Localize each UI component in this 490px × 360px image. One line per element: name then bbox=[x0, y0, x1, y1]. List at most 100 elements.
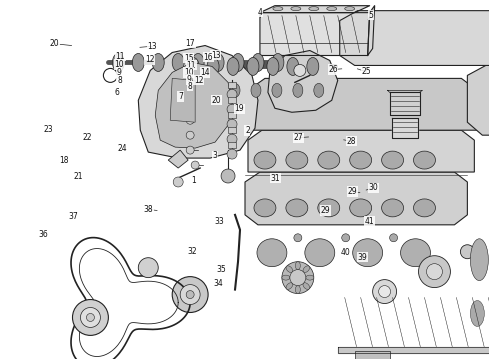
Circle shape bbox=[227, 134, 237, 144]
Ellipse shape bbox=[286, 199, 308, 217]
Bar bbox=[355, 351, 390, 359]
Ellipse shape bbox=[353, 239, 383, 267]
Bar bbox=[228, 112, 236, 118]
Ellipse shape bbox=[303, 283, 310, 289]
Text: 12: 12 bbox=[145, 55, 154, 64]
Text: 27: 27 bbox=[294, 133, 304, 142]
Text: 3: 3 bbox=[212, 151, 217, 160]
Text: 9: 9 bbox=[186, 75, 191, 84]
Ellipse shape bbox=[187, 58, 199, 75]
Ellipse shape bbox=[207, 58, 219, 75]
Text: 11: 11 bbox=[116, 52, 125, 61]
Ellipse shape bbox=[282, 275, 290, 280]
Ellipse shape bbox=[470, 301, 484, 327]
Ellipse shape bbox=[293, 84, 303, 97]
Polygon shape bbox=[168, 150, 188, 168]
Circle shape bbox=[372, 280, 396, 303]
Ellipse shape bbox=[112, 54, 124, 71]
Polygon shape bbox=[388, 90, 422, 92]
Circle shape bbox=[390, 234, 397, 242]
Polygon shape bbox=[368, 6, 375, 55]
Ellipse shape bbox=[382, 199, 404, 217]
Text: 8: 8 bbox=[117, 76, 122, 85]
Ellipse shape bbox=[305, 239, 335, 267]
Text: 9: 9 bbox=[117, 68, 122, 77]
Text: 10: 10 bbox=[115, 60, 124, 69]
Circle shape bbox=[342, 234, 350, 242]
Text: 7: 7 bbox=[178, 92, 183, 101]
Ellipse shape bbox=[400, 239, 431, 267]
Ellipse shape bbox=[345, 7, 355, 11]
Circle shape bbox=[181, 102, 189, 110]
Ellipse shape bbox=[295, 262, 300, 270]
Ellipse shape bbox=[272, 54, 284, 71]
Text: 22: 22 bbox=[83, 133, 93, 142]
Circle shape bbox=[73, 300, 108, 336]
Text: 1: 1 bbox=[191, 176, 196, 185]
Text: 15: 15 bbox=[184, 54, 194, 63]
Text: 29: 29 bbox=[348, 187, 357, 196]
Polygon shape bbox=[340, 11, 490, 66]
Circle shape bbox=[180, 285, 200, 305]
Text: 6: 6 bbox=[115, 87, 120, 96]
Polygon shape bbox=[392, 118, 417, 138]
Circle shape bbox=[186, 116, 194, 124]
Text: 28: 28 bbox=[347, 137, 356, 146]
Ellipse shape bbox=[309, 7, 319, 11]
Text: 16: 16 bbox=[203, 53, 213, 62]
Polygon shape bbox=[138, 45, 258, 158]
Text: 23: 23 bbox=[44, 125, 53, 134]
Ellipse shape bbox=[254, 151, 276, 169]
Circle shape bbox=[227, 149, 237, 159]
Ellipse shape bbox=[306, 275, 314, 280]
Circle shape bbox=[86, 314, 95, 321]
Text: 5: 5 bbox=[368, 10, 373, 19]
Circle shape bbox=[227, 119, 237, 129]
Bar bbox=[228, 142, 236, 148]
Circle shape bbox=[294, 64, 306, 76]
Circle shape bbox=[191, 161, 199, 169]
Circle shape bbox=[221, 169, 235, 183]
Text: 8: 8 bbox=[188, 82, 193, 91]
Ellipse shape bbox=[286, 266, 293, 273]
Ellipse shape bbox=[291, 7, 301, 11]
Polygon shape bbox=[260, 13, 369, 55]
Ellipse shape bbox=[350, 199, 371, 217]
Ellipse shape bbox=[382, 151, 404, 169]
Ellipse shape bbox=[230, 84, 240, 97]
Text: 18: 18 bbox=[59, 156, 69, 165]
Text: 17: 17 bbox=[185, 39, 195, 48]
Ellipse shape bbox=[414, 151, 436, 169]
Text: 10: 10 bbox=[184, 68, 194, 77]
Text: 25: 25 bbox=[361, 67, 371, 76]
Ellipse shape bbox=[232, 54, 244, 71]
Ellipse shape bbox=[209, 84, 219, 97]
Circle shape bbox=[80, 307, 100, 328]
Ellipse shape bbox=[212, 54, 224, 71]
Text: 11: 11 bbox=[187, 61, 196, 70]
Polygon shape bbox=[390, 92, 419, 115]
Polygon shape bbox=[248, 78, 477, 130]
Ellipse shape bbox=[470, 239, 489, 280]
Polygon shape bbox=[260, 6, 369, 13]
Ellipse shape bbox=[327, 7, 337, 11]
Circle shape bbox=[172, 276, 208, 312]
Ellipse shape bbox=[295, 285, 300, 293]
Circle shape bbox=[426, 264, 442, 280]
Ellipse shape bbox=[188, 84, 198, 97]
Ellipse shape bbox=[307, 58, 319, 75]
Circle shape bbox=[227, 104, 237, 114]
Circle shape bbox=[186, 146, 194, 154]
Text: 40: 40 bbox=[340, 248, 350, 257]
Text: 19: 19 bbox=[234, 104, 244, 113]
Ellipse shape bbox=[132, 54, 144, 71]
Ellipse shape bbox=[252, 54, 264, 71]
Text: 39: 39 bbox=[357, 253, 367, 262]
Polygon shape bbox=[248, 130, 474, 172]
Text: 33: 33 bbox=[215, 217, 224, 226]
Ellipse shape bbox=[192, 54, 204, 71]
Ellipse shape bbox=[251, 84, 261, 97]
Circle shape bbox=[186, 131, 194, 139]
Circle shape bbox=[294, 234, 302, 242]
Text: 4: 4 bbox=[257, 8, 262, 17]
